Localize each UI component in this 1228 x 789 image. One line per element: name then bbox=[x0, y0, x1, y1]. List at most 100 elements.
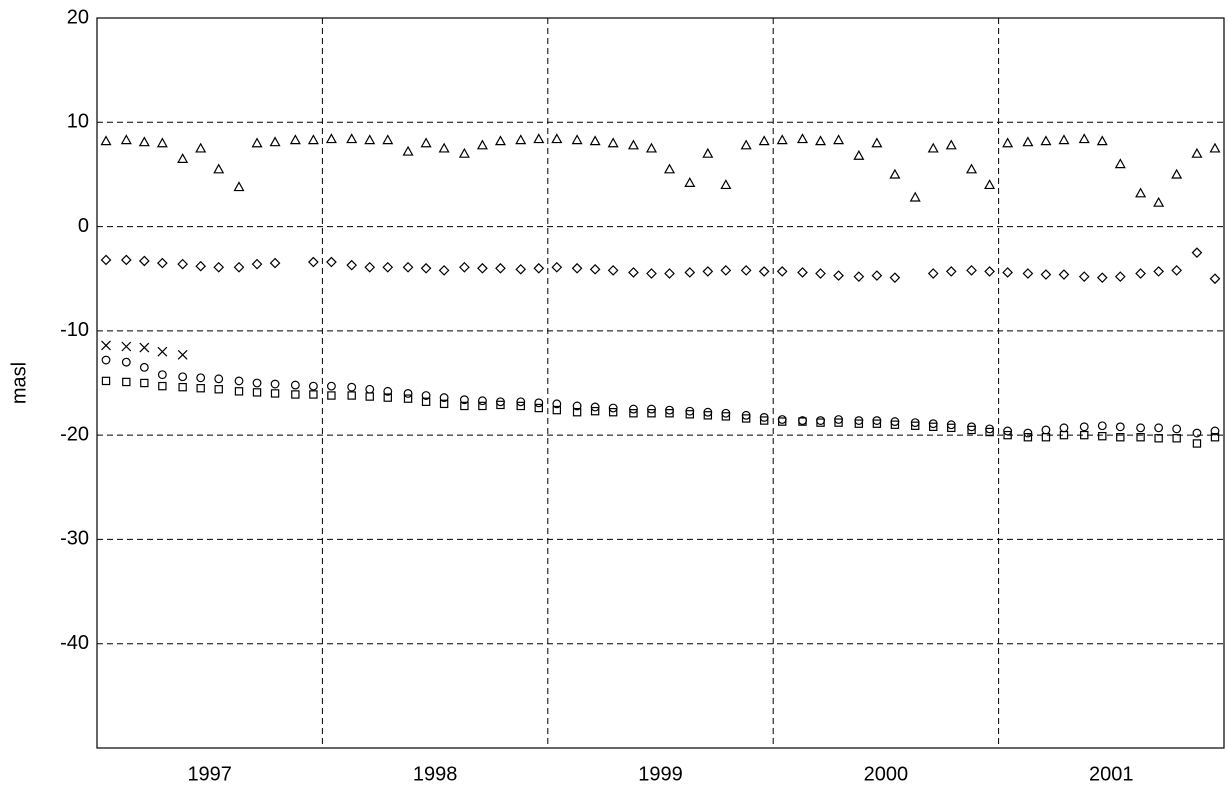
point bbox=[307, 134, 319, 145]
point bbox=[494, 135, 506, 146]
point bbox=[758, 135, 770, 146]
point bbox=[439, 393, 449, 403]
point bbox=[1210, 433, 1220, 442]
point bbox=[628, 267, 639, 278]
point bbox=[420, 262, 432, 274]
point bbox=[759, 416, 769, 425]
point bbox=[571, 134, 583, 145]
point bbox=[889, 272, 901, 284]
point bbox=[269, 136, 281, 147]
point bbox=[1002, 137, 1014, 148]
point bbox=[402, 261, 414, 273]
point bbox=[702, 147, 714, 158]
point bbox=[646, 268, 657, 279]
point bbox=[1191, 147, 1203, 158]
point bbox=[1059, 430, 1069, 440]
point bbox=[927, 142, 939, 153]
point bbox=[551, 261, 563, 273]
y-tick-label: -10 bbox=[60, 319, 89, 341]
point bbox=[664, 268, 675, 279]
point bbox=[872, 419, 882, 428]
point bbox=[777, 415, 787, 424]
point bbox=[251, 258, 263, 270]
point bbox=[776, 266, 788, 277]
point bbox=[289, 134, 301, 145]
point bbox=[776, 134, 788, 145]
point bbox=[1078, 133, 1090, 144]
point bbox=[100, 135, 112, 146]
point bbox=[139, 342, 150, 353]
point bbox=[833, 270, 844, 281]
point bbox=[1096, 272, 1108, 284]
point bbox=[1059, 423, 1069, 433]
point bbox=[589, 263, 601, 275]
point bbox=[1041, 425, 1051, 435]
point bbox=[1154, 434, 1163, 443]
y-tick-label: 10 bbox=[67, 111, 89, 133]
point bbox=[816, 416, 825, 425]
point bbox=[796, 133, 809, 144]
point bbox=[478, 401, 487, 411]
point bbox=[740, 265, 752, 276]
point bbox=[552, 399, 562, 409]
point bbox=[100, 254, 112, 266]
point bbox=[589, 135, 601, 146]
point bbox=[833, 134, 845, 145]
point bbox=[834, 418, 843, 427]
point bbox=[1191, 247, 1203, 258]
point bbox=[1115, 422, 1125, 432]
point bbox=[571, 262, 583, 274]
point bbox=[797, 267, 808, 278]
point bbox=[196, 373, 206, 383]
point bbox=[347, 382, 357, 392]
y-tick-label: 0 bbox=[78, 215, 89, 237]
point bbox=[157, 257, 168, 269]
point bbox=[213, 163, 225, 174]
point bbox=[269, 257, 281, 269]
y-axis-label: masl bbox=[8, 362, 30, 404]
point bbox=[233, 261, 245, 273]
point bbox=[382, 134, 394, 145]
point bbox=[121, 357, 131, 367]
x-tick-label: 1999 bbox=[638, 763, 683, 785]
point bbox=[1040, 135, 1052, 146]
point bbox=[495, 262, 506, 274]
point bbox=[157, 370, 167, 380]
point bbox=[607, 137, 619, 148]
point bbox=[551, 133, 563, 144]
point bbox=[156, 137, 168, 148]
point bbox=[927, 268, 939, 279]
point bbox=[798, 417, 807, 426]
x-tick-label: 2000 bbox=[864, 763, 909, 785]
point bbox=[478, 396, 487, 406]
point bbox=[871, 270, 883, 281]
point bbox=[702, 266, 714, 277]
point bbox=[1192, 428, 1202, 438]
point bbox=[607, 265, 619, 276]
point bbox=[326, 381, 336, 391]
point bbox=[1058, 269, 1070, 280]
point bbox=[590, 406, 600, 416]
point bbox=[815, 135, 827, 146]
point bbox=[665, 409, 674, 418]
y-tick-label: 20 bbox=[67, 6, 89, 28]
point bbox=[1041, 433, 1051, 442]
point bbox=[515, 263, 527, 275]
point bbox=[178, 382, 187, 392]
point bbox=[1136, 423, 1146, 433]
point bbox=[383, 386, 393, 396]
point bbox=[1172, 424, 1182, 434]
point bbox=[421, 397, 431, 406]
point bbox=[1096, 135, 1108, 146]
point bbox=[214, 374, 224, 384]
point bbox=[214, 385, 223, 394]
point bbox=[1040, 269, 1052, 280]
point bbox=[1022, 268, 1034, 279]
point bbox=[196, 384, 205, 393]
point bbox=[629, 409, 638, 418]
point bbox=[346, 133, 358, 144]
point bbox=[967, 425, 976, 435]
point bbox=[157, 346, 168, 357]
point bbox=[984, 179, 996, 190]
point bbox=[647, 409, 656, 418]
